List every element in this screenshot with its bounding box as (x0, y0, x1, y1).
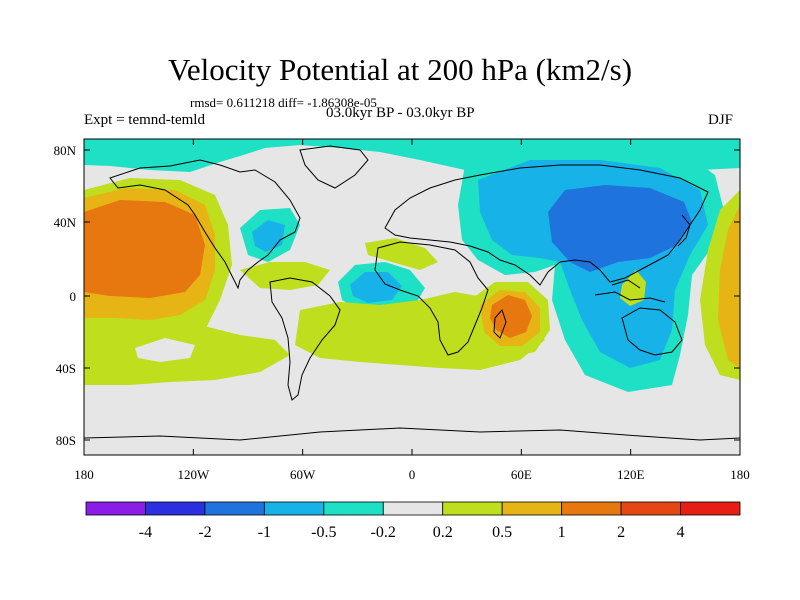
lon-label: 180 (74, 467, 94, 482)
colorbar-label: 4 (677, 524, 685, 541)
lon-label: 120W (177, 467, 210, 482)
colorbar-swatch (263, 501, 325, 516)
north-africa-weak-positive (365, 238, 438, 270)
coast-africa (374, 241, 489, 356)
lat-label: 0 (70, 289, 77, 304)
colorbar-label: 0.5 (492, 524, 512, 541)
colorbar-swatch (501, 501, 563, 516)
pacific-strong-positive (84, 200, 205, 298)
lon-label: 60W (290, 467, 316, 482)
east-pacific-positive-right-inner (718, 205, 740, 368)
tropical-atlantic-negative (350, 272, 402, 303)
axis-labels: 80N 40N 0 40S 80S 180 120W 60W 0 60E 120E 180 (54, 143, 750, 482)
colorbar-label: -4 (139, 524, 152, 541)
coast-north-america (109, 159, 301, 290)
colorbar-label: 0.2 (433, 524, 453, 541)
colorbar-swatch (620, 501, 681, 516)
asia-core-negative (580, 200, 660, 242)
lat-label: 80S (56, 433, 76, 448)
coast-europe-asia (384, 164, 709, 286)
lat-label: 40S (56, 361, 76, 376)
colorbar-label: 2 (617, 524, 625, 541)
coast-madagascar (493, 309, 507, 339)
colorbar-label: 1 (558, 524, 566, 541)
colorbar-swatch (85, 501, 146, 516)
maritime-positive (620, 270, 646, 306)
axis-ticks (83, 139, 741, 455)
field-layer (84, 139, 740, 455)
lat-label: 40N (54, 215, 77, 230)
lat-label: 80N (54, 143, 77, 158)
stats-text: rmsd= 0.611218 diff= -1.86308e-05 (190, 95, 377, 110)
coastlines (84, 145, 740, 441)
coast-greenland (299, 145, 369, 189)
colorbar-swatch (145, 501, 206, 516)
lon-label: 60E (511, 467, 532, 482)
season-label: DJF (708, 112, 734, 128)
colorbar-swatch (204, 501, 265, 516)
colorbar-swatch (442, 501, 503, 516)
coast-antarctica (84, 427, 740, 441)
caribbean-weak-positive (240, 262, 330, 290)
experiment-label: Expt = temnd-temld (84, 112, 205, 128)
colorbar-label: -2 (198, 524, 211, 541)
coast-japan (677, 214, 691, 247)
colorbar-swatch (382, 501, 444, 516)
plot-title: Velocity Potential at 200 hPa (km2/s) (167, 52, 633, 87)
coast-australia (621, 307, 683, 356)
colorbar: -4 -2 -1 -0.5 -0.2 0.2 0.5 1 2 4 (85, 501, 741, 541)
colorbar-label: -1 (258, 524, 271, 541)
lon-label: 0 (409, 467, 416, 482)
coast-indonesia (594, 279, 666, 303)
coast-south-america (269, 277, 341, 401)
colorbar-swatch (323, 501, 384, 516)
south-pacific-neutral-hole (135, 338, 195, 362)
colorbar-label: -0.2 (371, 524, 396, 541)
madagascar-strong-positive (490, 295, 532, 338)
lon-label: 180 (730, 467, 750, 482)
period-label: 03.0kyr BP - 03.0kyr BP (326, 105, 475, 121)
colorbar-swatch (680, 501, 741, 516)
colorbar-swatch (561, 501, 622, 516)
colorbar-label: -0.5 (311, 524, 336, 541)
lon-label: 120E (617, 467, 645, 482)
